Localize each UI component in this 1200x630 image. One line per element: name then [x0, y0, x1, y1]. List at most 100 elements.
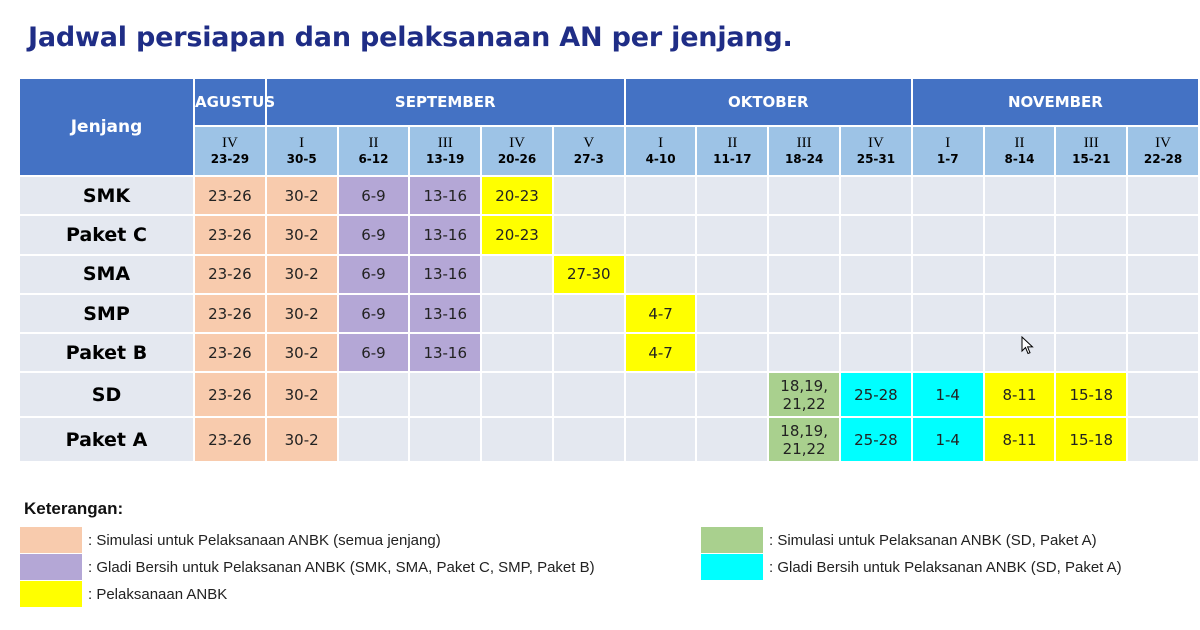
week-header: I 4-10 [625, 127, 698, 177]
schedule-cell [1128, 216, 1200, 256]
week-header-row: IV 23-29 I 30-5 II 6-12 III 13-19 IV 20-26 V 27-3 I 4… [20, 127, 1200, 177]
schedule-cell [912, 334, 985, 374]
month-header: AGUSTUS [195, 79, 275, 127]
schedule-cell: 23-26 [195, 373, 267, 419]
schedule-cell: 6-9 [338, 294, 411, 335]
schedule-cell [984, 216, 1057, 256]
schedule-cell [1128, 294, 1200, 335]
schedule-cell [338, 418, 411, 464]
week-header: IV 25-31 [841, 127, 913, 177]
table-row: SMK 23-26 30-2 6-9 13-16 20-23 [20, 177, 1200, 217]
legend-item-simulasi: : Simulasi untuk Pelaksanaan ANBK (semua… [20, 527, 441, 553]
week-roman: IV [221, 135, 238, 152]
week-header: V 27-3 [553, 127, 626, 177]
legend-label: : Gladi Bersih untuk Pelaksanan ANBK (SM… [88, 558, 595, 576]
week-range: 30-5 [286, 151, 317, 166]
week-header: III 13-19 [410, 127, 483, 177]
schedule-cell: 6-9 [338, 255, 411, 295]
level-label: SMP [20, 294, 195, 335]
legend-swatch [20, 527, 82, 553]
week-range: 15-21 [1072, 151, 1111, 166]
schedule-cell [912, 294, 985, 335]
schedule-cell [625, 373, 698, 419]
schedule-cell [1128, 177, 1200, 217]
schedule-cell [1056, 334, 1129, 374]
schedule-cell [625, 177, 698, 217]
schedule-cell [1056, 216, 1129, 256]
schedule-cell [482, 334, 554, 374]
level-label: SD [20, 373, 195, 419]
week-roman: I [658, 135, 664, 152]
schedule-cell [841, 294, 913, 335]
week-header: II 8-14 [984, 127, 1057, 177]
table-row: Paket B 23-26 30-2 6-9 13-16 4-7 [20, 334, 1200, 374]
schedule-cell: 25-28 [841, 418, 913, 464]
schedule-cell [841, 177, 913, 217]
legend-item-simulasi-sd: : Simulasi untuk Pelaksanan ANBK (SD, Pa… [701, 527, 1097, 553]
schedule-cell [625, 418, 698, 464]
level-label: Paket A [20, 418, 195, 464]
schedule-cell: 23-26 [195, 255, 267, 295]
schedule-cell: 13-16 [410, 255, 483, 295]
schedule-cell [482, 373, 554, 419]
schedule-cell [1056, 294, 1129, 335]
schedule-cell [553, 373, 626, 419]
week-header: IV 20-26 [482, 127, 554, 177]
week-range: 27-3 [573, 151, 604, 166]
schedule-cell: 23-26 [195, 418, 267, 464]
schedule-cell: 30-2 [266, 255, 339, 295]
month-header: NOVEMBER [912, 79, 1200, 127]
table-row: Paket C 23-26 30-2 6-9 13-16 20-23 [20, 216, 1200, 256]
schedule-cell [769, 334, 842, 374]
schedule-cell [697, 216, 770, 256]
week-roman: II [1014, 135, 1025, 152]
schedule-cell: 1-4 [912, 418, 985, 464]
legend-label: : Gladi Bersih untuk Pelaksanan ANBK (SD… [769, 558, 1122, 576]
schedule-cell [697, 255, 770, 295]
week-header: II 11-17 [697, 127, 770, 177]
schedule-cell [912, 255, 985, 295]
schedule-cell: 30-2 [266, 334, 339, 374]
schedule-cell: 8-11 [984, 373, 1057, 419]
schedule-cell [553, 294, 626, 335]
schedule-cell [697, 294, 770, 335]
schedule-cell: 25-28 [841, 373, 913, 419]
legend-label: : Simulasi untuk Pelaksanaan ANBK (semua… [88, 531, 441, 549]
week-range: 25-31 [856, 151, 896, 166]
legend-swatch [701, 554, 763, 580]
week-range: 6-12 [358, 151, 389, 166]
schedule-cell [625, 255, 698, 295]
schedule-cell [769, 294, 842, 335]
schedule-cell: 23-26 [195, 216, 267, 256]
schedule-cell [984, 177, 1057, 217]
legend-label: : Simulasi untuk Pelaksanan ANBK (SD, Pa… [769, 531, 1097, 549]
week-range: 22-28 [1143, 151, 1183, 166]
schedule-cell [697, 177, 770, 217]
legend-swatch [20, 581, 82, 607]
schedule-cell [338, 373, 411, 419]
legend-item-gladi-bersih-sd: : Gladi Bersih untuk Pelaksanan ANBK (SD… [701, 554, 1122, 580]
level-label: SMK [20, 177, 195, 217]
week-range: 8-14 [1004, 151, 1035, 166]
level-label: Paket B [20, 334, 195, 374]
schedule-cell: 13-16 [410, 334, 483, 374]
schedule-table: Jenjang AGUSTUS SEPTEMBER OKTOBER NOVEMBER … [20, 79, 1200, 464]
schedule-cell: 30-2 [266, 216, 339, 256]
schedule-cell: 4-7 [625, 334, 698, 374]
schedule-cell: 30-2 [266, 294, 339, 335]
schedule-cell [769, 177, 842, 217]
schedule-cell [482, 294, 554, 335]
schedule-cell [984, 334, 1057, 374]
schedule-cell [410, 373, 483, 419]
schedule-cell [769, 216, 842, 256]
schedule-cell [841, 255, 913, 295]
legend-swatch [20, 554, 82, 580]
week-range: 11-17 [713, 151, 752, 166]
schedule-cell [984, 255, 1057, 295]
month-header-row: Jenjang AGUSTUS SEPTEMBER OKTOBER NOVEMBER [20, 79, 1200, 177]
schedule-cell: 13-16 [410, 216, 483, 256]
schedule-cell: 20-23 [482, 216, 554, 256]
schedule-cell [697, 373, 770, 419]
table-row: SMP 23-26 30-2 6-9 13-16 4-7 [20, 294, 1200, 335]
schedule-cell: 13-16 [410, 177, 483, 217]
